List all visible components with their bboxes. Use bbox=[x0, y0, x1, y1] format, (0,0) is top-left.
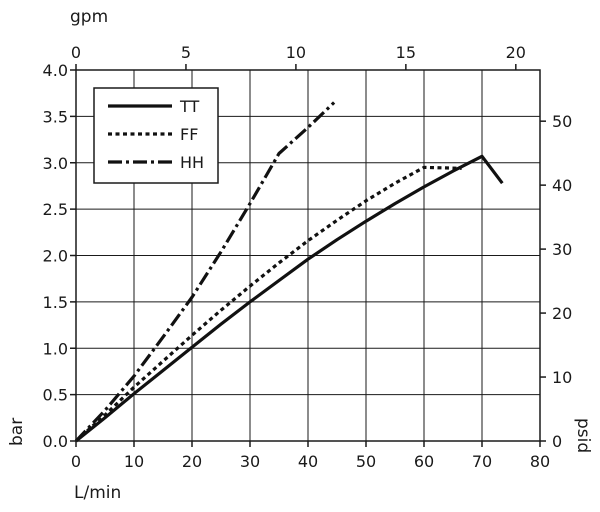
tick-label-y: 2.5 bbox=[43, 200, 68, 219]
tick-label-x: 0 bbox=[71, 452, 81, 471]
tick-label-y2: 10 bbox=[552, 368, 572, 387]
tick-label-y2: 20 bbox=[552, 304, 572, 323]
tick-label-x: 70 bbox=[472, 452, 492, 471]
tick-label-y: 3.5 bbox=[43, 107, 68, 126]
tick-label-y: 1.0 bbox=[43, 339, 68, 358]
tick-label-x2: 0 bbox=[71, 43, 81, 62]
tick-label-x2: 20 bbox=[506, 43, 526, 62]
tick-label-x: 20 bbox=[182, 452, 202, 471]
tick-label-x: 10 bbox=[124, 452, 144, 471]
tick-label-x: 50 bbox=[356, 452, 376, 471]
tick-marks bbox=[70, 64, 546, 447]
legend-label-hh: HH bbox=[180, 153, 204, 172]
tick-label-y: 0.0 bbox=[43, 432, 68, 451]
tick-label-x: 60 bbox=[414, 452, 434, 471]
series-lines bbox=[74, 101, 504, 443]
series-line-tt bbox=[75, 154, 504, 443]
tick-label-y: 0.5 bbox=[43, 386, 68, 405]
x2-axis-label: gpm bbox=[70, 7, 108, 27]
tick-label-y: 4.0 bbox=[43, 61, 68, 80]
series-line-ff bbox=[74, 165, 462, 443]
x-axis-label: L/min bbox=[74, 483, 121, 503]
tick-label-y2: 50 bbox=[552, 112, 572, 131]
tick-label-y: 2.0 bbox=[43, 247, 68, 266]
tick-label-y2: 40 bbox=[552, 176, 572, 195]
tick-label-x: 80 bbox=[530, 452, 550, 471]
tick-label-x2: 15 bbox=[396, 43, 416, 62]
y-axis-label: bar bbox=[7, 418, 27, 446]
tick-label-y2: 30 bbox=[552, 240, 572, 259]
tick-label-y: 3.0 bbox=[43, 154, 68, 173]
tick-label-y2: 0 bbox=[552, 432, 562, 451]
tick-label-y: 1.5 bbox=[43, 293, 68, 312]
y2-axis-label: psid bbox=[573, 418, 593, 453]
tick-labels: 0 10 20 30 40 50 60 70 800.00.51.01.52.02.53.03.… bbox=[43, 43, 573, 471]
legend-label-ff: FF bbox=[180, 125, 198, 144]
tick-label-x2: 10 bbox=[286, 43, 306, 62]
tick-label-x2: 5 bbox=[181, 43, 191, 62]
tick-label-x: 30 bbox=[240, 452, 260, 471]
legend-label-tt: TT bbox=[179, 97, 199, 116]
series-line-hh bbox=[74, 101, 336, 443]
tick-label-x: 40 bbox=[298, 452, 318, 471]
legend: TT FF HH bbox=[93, 87, 219, 184]
